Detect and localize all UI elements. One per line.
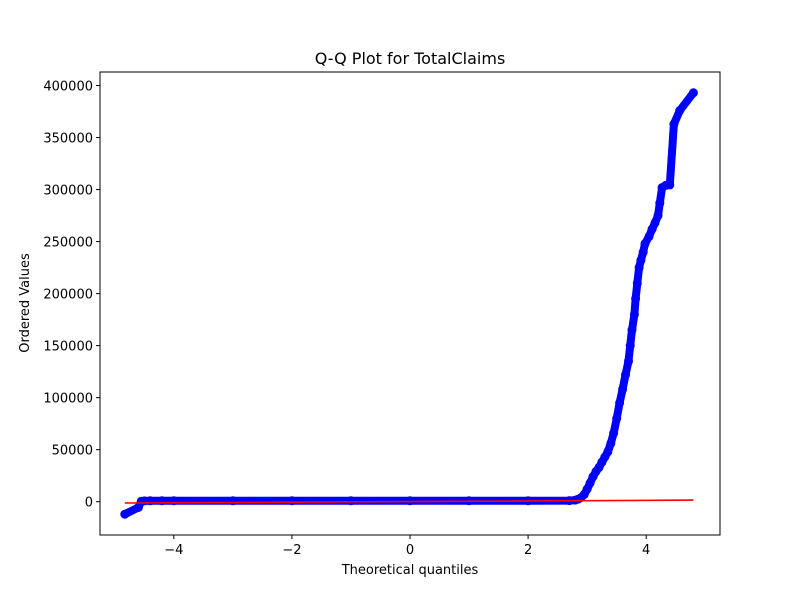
sample-point bbox=[644, 231, 654, 241]
sample-point bbox=[621, 370, 630, 380]
y-tick-label: 350000 bbox=[43, 132, 93, 147]
y-axis-label: Ordered Values bbox=[18, 253, 33, 353]
sample-point bbox=[145, 496, 155, 506]
plot-marks bbox=[120, 88, 698, 519]
sample-point bbox=[638, 247, 648, 257]
sample-point bbox=[665, 180, 675, 190]
y-tick-label: 400000 bbox=[43, 80, 93, 95]
sample-point bbox=[650, 218, 660, 228]
sample-point bbox=[631, 294, 641, 304]
y-tick-label: 300000 bbox=[43, 184, 93, 199]
sample-point bbox=[625, 341, 635, 351]
reference-fit-line bbox=[124, 499, 694, 504]
sample-point bbox=[606, 438, 616, 448]
sample-point bbox=[636, 255, 646, 265]
sample-point bbox=[655, 198, 665, 208]
x-tick-label: −2 bbox=[282, 543, 301, 558]
sample-point bbox=[609, 428, 619, 438]
y-tick-label: 250000 bbox=[43, 236, 93, 251]
axes-group: −4 −2 0 2 4 0 50000 100000 150000 200000 250000 300… bbox=[43, 71, 721, 558]
chart-title: Q-Q Plot for TotalClaims bbox=[315, 49, 506, 68]
y-tick-label: 200000 bbox=[43, 288, 93, 303]
sample-point bbox=[629, 309, 639, 319]
x-tick-label: 0 bbox=[406, 543, 414, 558]
x-tick-label: 4 bbox=[642, 543, 650, 558]
sample-point bbox=[627, 325, 637, 335]
sample-point bbox=[603, 447, 613, 457]
sample-point bbox=[653, 211, 663, 221]
sample-point bbox=[624, 356, 633, 366]
x-axis-label: Theoretical quantiles bbox=[341, 563, 479, 578]
sample-point bbox=[169, 496, 179, 506]
sample-point bbox=[157, 496, 167, 506]
sample-point bbox=[287, 496, 297, 506]
sample-point bbox=[612, 414, 622, 423]
x-tick-label: 2 bbox=[524, 543, 532, 558]
sample-point bbox=[632, 278, 642, 288]
y-tick-label: 150000 bbox=[43, 340, 93, 355]
x-tick-label: −4 bbox=[164, 543, 183, 558]
y-tick-label: 100000 bbox=[43, 392, 93, 407]
sample-point bbox=[346, 496, 356, 506]
sample-point bbox=[615, 398, 625, 408]
y-tick-label: 50000 bbox=[52, 444, 93, 459]
sample-point bbox=[228, 496, 238, 506]
sample-point bbox=[640, 239, 650, 249]
sample-point bbox=[675, 106, 685, 115]
sample-point bbox=[405, 496, 415, 506]
sample-point bbox=[618, 384, 628, 394]
sample-point bbox=[688, 88, 698, 98]
sample-point bbox=[120, 509, 130, 519]
sample-point bbox=[634, 263, 644, 273]
sample-point bbox=[669, 119, 679, 129]
y-tick-label: 0 bbox=[85, 496, 93, 511]
